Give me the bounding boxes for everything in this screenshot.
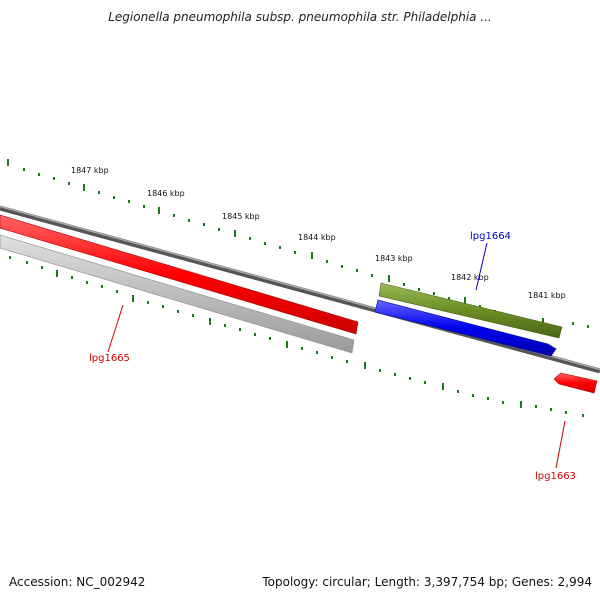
map-title: Legionella pneumophila subsp. pneumophil… <box>108 10 492 24</box>
gene-lpg1663-feature[interactable] <box>553 372 598 394</box>
gene-label-lpg1665[interactable]: lpg1665 <box>89 353 130 364</box>
inner-tick-track <box>9 256 584 417</box>
lpg1665-leader <box>107 304 124 353</box>
gene-lpg1665-feature[interactable] <box>0 214 359 335</box>
gene-label-lpg1664[interactable]: lpg1664 <box>470 231 511 242</box>
gene-lpg1664-feature[interactable] <box>374 299 557 357</box>
scale-label: 1845 kbp <box>222 212 260 221</box>
scale-label: 1844 kbp <box>298 233 336 242</box>
scale-label: 1847 kbp <box>71 166 109 175</box>
scale-label: 1842 kbp <box>451 273 489 282</box>
lpg1663-leader <box>555 420 566 469</box>
scale-label: 1841 kbp <box>528 291 566 300</box>
gene-label-lpg1663[interactable]: lpg1663 <box>535 471 576 482</box>
accession-text: Accession: NC_002942 <box>9 575 146 589</box>
other-feature-green[interactable] <box>378 282 563 339</box>
scale-label: 1843 kbp <box>375 254 413 263</box>
scale-label: 1846 kbp <box>147 189 185 198</box>
lpg1664-leader <box>475 242 488 291</box>
gray-feature-band[interactable] <box>0 234 355 354</box>
scale-labels: 1847 kbp 1846 kbp 1845 kbp 1844 kbp 1843… <box>71 166 566 300</box>
genome-summary-text: Topology: circular; Length: 3,397,754 bp… <box>262 575 592 589</box>
